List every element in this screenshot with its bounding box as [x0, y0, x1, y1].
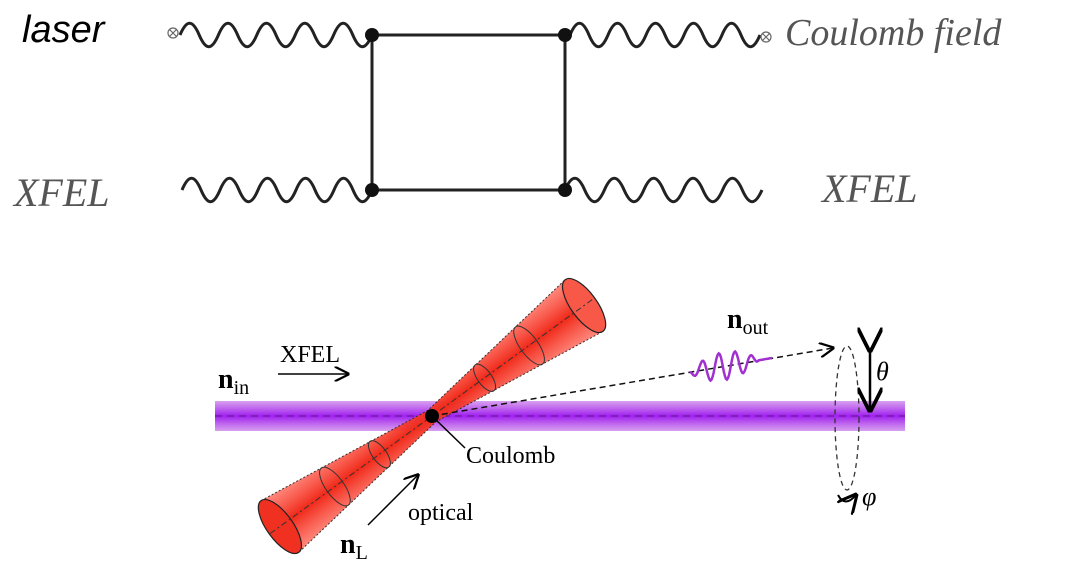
label-base: n — [727, 304, 743, 335]
feynman-diagram — [180, 23, 762, 201]
diagram: laser Coulomb field XFEL XFEL nin XFEL n… — [0, 0, 1091, 562]
vertex — [558, 183, 572, 197]
label-n-in: nin — [218, 364, 249, 399]
label-sub: out — [743, 317, 769, 339]
label-base: n — [218, 364, 234, 395]
xfel-beam — [215, 401, 905, 431]
photon-lines — [180, 23, 762, 201]
vertex — [365, 28, 379, 42]
label-coulomb: Coulomb — [466, 443, 555, 469]
label-n-out: nout — [727, 304, 769, 339]
label-laser: laser — [22, 9, 106, 51]
vertices — [365, 28, 572, 197]
photon-line — [565, 178, 762, 201]
scattered-photon — [690, 352, 772, 381]
phi-arrow — [838, 495, 856, 502]
label-coulomb-field: Coulomb field — [785, 12, 1002, 54]
photon-line — [570, 23, 760, 46]
photon-line — [182, 178, 372, 201]
label-base: n — [340, 529, 356, 560]
label-theta: θ — [876, 357, 889, 386]
label-xfel-in: XFEL — [12, 170, 110, 215]
label-phi: φ — [862, 482, 876, 511]
vertex — [558, 28, 572, 42]
label-xfel-out: XFEL — [820, 166, 918, 211]
label-optical: optical — [408, 500, 474, 526]
label-sub: in — [234, 377, 250, 399]
loop-box — [372, 35, 565, 190]
label-n-l: nL — [340, 529, 368, 562]
field-source — [763, 34, 770, 41]
label-sub: L — [356, 542, 368, 562]
field-source — [170, 30, 177, 37]
vertex — [365, 183, 379, 197]
label-xfel: XFEL — [280, 342, 340, 368]
photon-line — [180, 23, 372, 46]
